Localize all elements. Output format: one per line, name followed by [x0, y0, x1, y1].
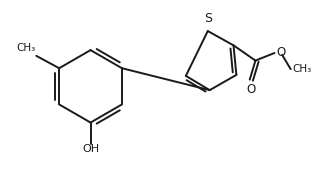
Text: CH₃: CH₃: [16, 43, 35, 53]
Text: CH₃: CH₃: [293, 64, 312, 74]
Text: O: O: [246, 83, 255, 96]
Text: S: S: [204, 12, 212, 25]
Text: O: O: [276, 46, 286, 59]
Text: OH: OH: [82, 145, 99, 154]
